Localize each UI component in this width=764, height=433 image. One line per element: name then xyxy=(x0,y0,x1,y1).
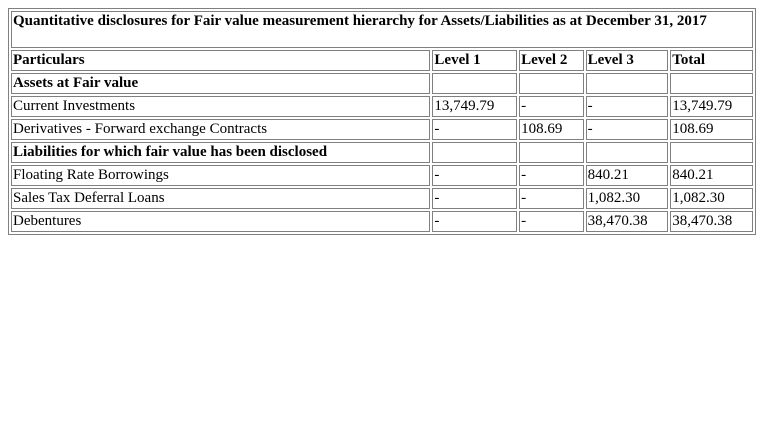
section-row: Liabilities for which fair value has bee… xyxy=(11,142,753,163)
table-title: Quantitative disclosures for Fair value … xyxy=(11,11,753,48)
row-label: Derivatives - Forward exchange Contracts xyxy=(11,119,431,140)
table-cell: 108.69 xyxy=(670,119,753,140)
row-label: Current Investments xyxy=(11,96,431,117)
table-cell: - xyxy=(432,119,518,140)
table-cell: - xyxy=(432,165,518,186)
header-particulars: Particulars xyxy=(11,50,431,71)
table-cell: - xyxy=(432,211,518,232)
table-cell xyxy=(432,142,518,163)
section-row: Assets at Fair value xyxy=(11,73,753,94)
table-cell: 38,470.38 xyxy=(670,211,753,232)
table-cell: - xyxy=(519,165,584,186)
header-level-2: Level 2 xyxy=(519,50,584,71)
table-cell: - xyxy=(519,96,584,117)
table-cell: 38,470.38 xyxy=(585,211,669,232)
table-cell: 840.21 xyxy=(585,165,669,186)
table-cell: 13,749.79 xyxy=(670,96,753,117)
row-label: Floating Rate Borrowings xyxy=(11,165,431,186)
table-cell: 1,082.30 xyxy=(585,188,669,209)
table-cell: 108.69 xyxy=(519,119,584,140)
table-title-row: Quantitative disclosures for Fair value … xyxy=(11,11,753,48)
table-row: Derivatives - Forward exchange Contracts… xyxy=(11,119,753,140)
section-label: Assets at Fair value xyxy=(11,73,431,94)
table-cell xyxy=(519,73,584,94)
table-cell: - xyxy=(585,96,669,117)
table-cell: - xyxy=(432,188,518,209)
row-label: Debentures xyxy=(11,211,431,232)
table-cell xyxy=(670,142,753,163)
table-cell xyxy=(519,142,584,163)
table-cell: - xyxy=(585,119,669,140)
section-label: Liabilities for which fair value has bee… xyxy=(11,142,431,163)
table-cell xyxy=(585,73,669,94)
table-cell xyxy=(670,73,753,94)
table-row: Current Investments 13,749.79 - - 13,749… xyxy=(11,96,753,117)
row-label: Sales Tax Deferral Loans xyxy=(11,188,431,209)
header-level-1: Level 1 xyxy=(432,50,518,71)
table-cell xyxy=(432,73,518,94)
header-level-3: Level 3 xyxy=(585,50,669,71)
fair-value-disclosure: Quantitative disclosures for Fair value … xyxy=(8,8,756,235)
header-total: Total xyxy=(670,50,753,71)
table-cell: - xyxy=(519,188,584,209)
table-cell: - xyxy=(519,211,584,232)
table-row: Sales Tax Deferral Loans - - 1,082.30 1,… xyxy=(11,188,753,209)
fair-value-table: Quantitative disclosures for Fair value … xyxy=(8,8,756,235)
table-cell: 1,082.30 xyxy=(670,188,753,209)
table-header-row: Particulars Level 1 Level 2 Level 3 Tota… xyxy=(11,50,753,71)
table-cell: 840.21 xyxy=(670,165,753,186)
table-row: Debentures - - 38,470.38 38,470.38 xyxy=(11,211,753,232)
table-row: Floating Rate Borrowings - - 840.21 840.… xyxy=(11,165,753,186)
table-cell: 13,749.79 xyxy=(432,96,518,117)
table-cell xyxy=(585,142,669,163)
